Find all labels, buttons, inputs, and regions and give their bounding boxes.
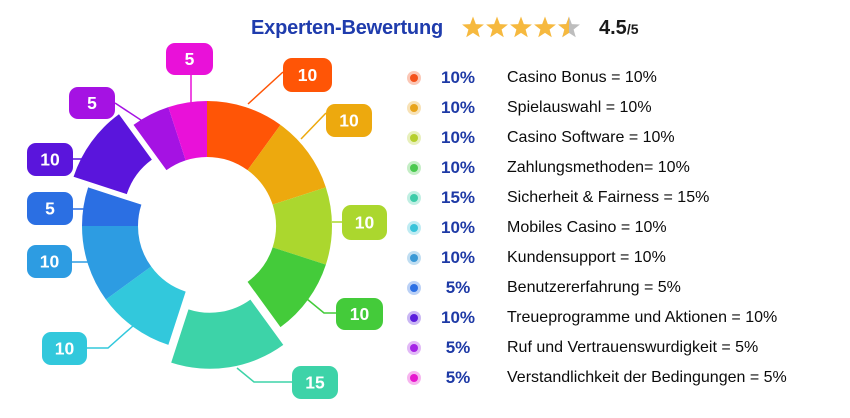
legend-bullet-icon — [407, 221, 421, 235]
donut-chart-svg: 10 10 10 10 15 10 10 5 10 5 5 — [27, 43, 387, 399]
callout-connector-casino-bonus — [247, 71, 284, 105]
donut-segment-spielauswahl — [247, 124, 326, 205]
rating-value: 4.5 — [599, 16, 627, 39]
legend-label: Sicherheit & Fairness = 15% — [507, 189, 710, 206]
rating-text: 4.5/5 — [599, 17, 639, 40]
callout-connector-sicherheit-fairness — [236, 367, 292, 383]
callout-value-benutzererfahrung: 5 — [45, 199, 55, 219]
callout-box-casino-bonus — [283, 58, 332, 92]
donut-segment-casino-bonus — [207, 101, 281, 171]
legend-item-kundensupport-10: 10% Kundensupport = 10% — [402, 243, 787, 273]
callout-connector-zahlungsmethoden — [306, 298, 336, 314]
callout-box-treueprogramme-und-aktionen — [27, 143, 73, 176]
callout-connector-spielauswahl — [300, 112, 327, 140]
legend-bullet-icon — [407, 71, 421, 85]
callout-value-casino-bonus: 10 — [298, 65, 318, 85]
legend-percent: 10% — [440, 68, 476, 87]
legend-percent: 10% — [440, 158, 476, 177]
legend-item-ruf-und-vertrauenswurdigkeit-5: 5% Ruf und Vertrauenswurdigkeit = 5% — [402, 333, 787, 363]
legend-bullet-icon — [407, 311, 421, 325]
legend-percent: 5% — [445, 368, 471, 387]
legend-item-zahlungsmethoden-10: 10% Zahlungsmethoden= 10% — [402, 153, 787, 183]
donut-segment-treueprogramme-und-aktionen — [73, 114, 152, 195]
callout-box-ruf-und-vertrauenswurdigkeit — [69, 87, 115, 119]
callout-value-spielauswahl: 10 — [339, 111, 359, 131]
legend-item-mobiles-casino-10: 10% Mobiles Casino = 10% — [402, 213, 787, 243]
star-full-icon — [462, 16, 484, 38]
callout-value-verstandlichkeit-der-bedingungen: 5 — [185, 49, 195, 69]
callout-value-treueprogramme-und-aktionen: 10 — [40, 150, 60, 170]
donut-segment-sicherheit-fairness — [171, 299, 284, 369]
donut-segment-zahlungsmethoden — [247, 247, 326, 328]
donut-segment-casino-software — [272, 187, 332, 265]
legend-percent: 5% — [445, 278, 471, 297]
chart-title: Experten-Bewertung — [251, 16, 443, 39]
callout-box-spielauswahl — [326, 104, 372, 137]
stars-svg — [462, 16, 580, 38]
star-full-icon — [486, 16, 508, 38]
legend-label: Kundensupport = 10% — [507, 249, 666, 266]
legend-label: Zahlungsmethoden= 10% — [507, 159, 690, 176]
legend-label: Treueprogramme und Aktionen = 10% — [507, 309, 778, 326]
legend-bullet-icon — [407, 371, 421, 385]
legend-label: Verstandlichkeit der Bedingungen = 5% — [507, 369, 787, 386]
legend-percent: 10% — [440, 98, 476, 117]
legend-label: Ruf und Vertrauenswurdigkeit = 5% — [507, 339, 759, 356]
legend-percent: 10% — [440, 248, 476, 267]
legend-item-treueprogramme-und-aktionen-10: 10% Treueprogramme und Aktionen = 10% — [402, 303, 787, 333]
legend-label: Casino Bonus = 10% — [507, 69, 657, 86]
donut-segment-ruf-und-vertrauenswurdigkeit — [133, 107, 186, 171]
legend-item-casino-software-10: 10% Casino Software = 10% — [402, 123, 787, 153]
legend-percent: 10% — [440, 128, 476, 147]
callout-box-casino-software — [342, 205, 387, 240]
donut-chart: 10 10 10 10 15 10 10 5 10 5 5 — [0, 0, 400, 418]
callout-connector-mobiles-casino — [87, 324, 135, 349]
legend-bullet-icon — [407, 281, 421, 295]
legend-bullet-icon — [407, 131, 421, 145]
star-half-icon — [558, 16, 569, 38]
legend-item-spielauswahl-10: 10% Spielauswahl = 10% — [402, 93, 787, 123]
donut-segment-kundensupport — [82, 226, 152, 300]
legend-label: Casino Software = 10% — [507, 129, 675, 146]
star-full-icon — [534, 16, 556, 38]
legend-percent: 10% — [440, 308, 476, 327]
legend-item-benutzererfahrung-5: 5% Benutzererfahrung = 5% — [402, 273, 787, 303]
legend-item-sicherheit-fairness-15: 15% Sicherheit & Fairness = 15% — [402, 183, 787, 213]
header: Experten-Bewertung 4.5/5 — [251, 12, 639, 44]
legend-item-verstandlichkeit-der-bedingungen-5: 5% Verstandlichkeit der Bedingungen = 5% — [402, 363, 787, 393]
star-full-icon — [510, 16, 532, 38]
legend-bullet-icon — [407, 161, 421, 175]
callout-box-kundensupport — [27, 245, 72, 278]
legend-percent: 5% — [445, 338, 471, 357]
callout-box-benutzererfahrung — [27, 192, 73, 225]
callout-value-mobiles-casino: 10 — [55, 339, 75, 359]
legend: 10% Casino Bonus = 10% 10% Spielauswahl = 1… — [402, 63, 787, 393]
callout-value-sicherheit-fairness: 15 — [305, 373, 325, 393]
legend-bullet-icon — [407, 251, 421, 265]
callout-box-zahlungsmethoden — [336, 298, 383, 330]
callout-box-sicherheit-fairness — [292, 366, 338, 399]
legend-percent: 15% — [440, 188, 476, 207]
legend-label: Benutzererfahrung = 5% — [507, 279, 681, 296]
callout-value-zahlungsmethoden: 10 — [350, 304, 370, 324]
legend-percent: 10% — [440, 218, 476, 237]
callout-value-casino-software: 10 — [355, 213, 375, 233]
rating-max: /5 — [626, 20, 639, 37]
callout-value-ruf-und-vertrauenswurdigkeit: 5 — [87, 93, 97, 113]
star-rating-icon — [461, 15, 581, 41]
callout-box-mobiles-casino — [42, 332, 87, 365]
legend-label: Mobiles Casino = 10% — [507, 219, 667, 236]
legend-bullet-icon — [407, 101, 421, 115]
legend-item-casino-bonus-10: 10% Casino Bonus = 10% — [402, 63, 787, 93]
legend-bullet-icon — [407, 341, 421, 355]
legend-label: Spielauswahl = 10% — [507, 99, 652, 116]
callout-value-kundensupport: 10 — [40, 252, 60, 272]
donut-segment-verstandlichkeit-der-bedingungen — [168, 101, 207, 161]
donut-segment-benutzererfahrung — [82, 187, 142, 226]
legend-bullet-icon — [407, 191, 421, 205]
callout-box-verstandlichkeit-der-bedingungen — [166, 43, 213, 75]
donut-segment-mobiles-casino — [105, 266, 186, 345]
